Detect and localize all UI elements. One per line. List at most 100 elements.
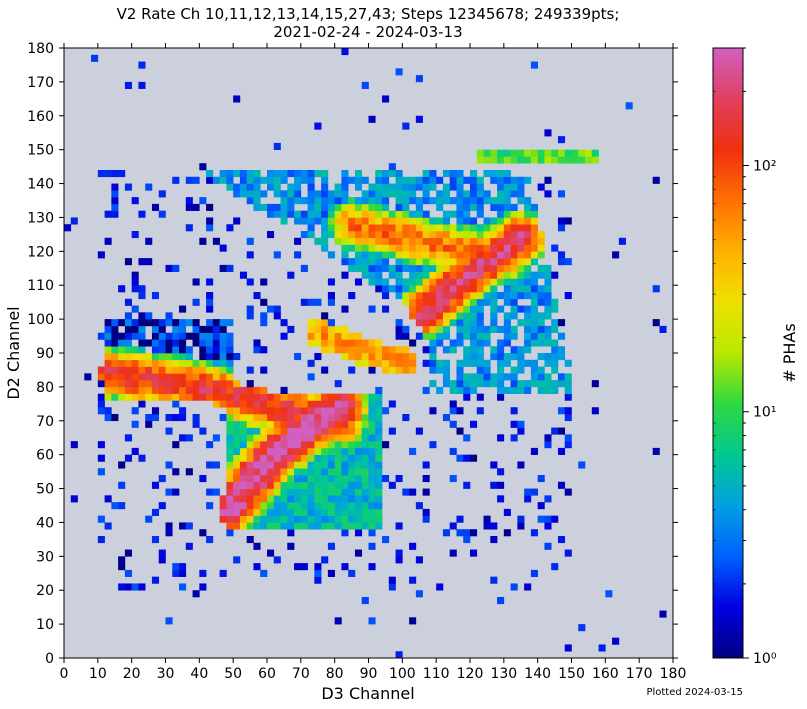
heatmap-cell bbox=[517, 156, 525, 164]
heatmap-cell bbox=[449, 305, 457, 313]
heatmap-cell bbox=[524, 237, 532, 245]
heatmap-cell bbox=[158, 190, 166, 198]
heatmap-cell bbox=[530, 251, 538, 259]
heatmap-cell bbox=[300, 231, 308, 239]
heatmap-cell bbox=[321, 346, 329, 354]
heatmap-cell bbox=[490, 203, 498, 211]
heatmap-cell bbox=[111, 325, 119, 333]
heatmap-cell bbox=[260, 407, 268, 415]
heatmap-cell bbox=[368, 278, 376, 286]
heatmap-cell bbox=[510, 156, 518, 164]
heatmap-cell bbox=[490, 353, 498, 361]
heatmap-cell bbox=[334, 434, 342, 442]
heatmap-cell bbox=[192, 319, 200, 327]
heatmap-cell bbox=[206, 488, 214, 496]
heatmap-cell bbox=[449, 258, 457, 266]
heatmap-cell bbox=[368, 508, 376, 516]
heatmap-cell bbox=[239, 393, 247, 401]
heatmap-cell bbox=[260, 312, 268, 320]
heatmap-cell bbox=[409, 244, 417, 252]
heatmap-cell bbox=[510, 264, 518, 272]
heatmap-cell bbox=[476, 156, 484, 164]
heatmap-cell bbox=[382, 353, 390, 361]
heatmap-cell bbox=[341, 475, 349, 483]
heatmap-cell bbox=[463, 197, 471, 205]
heatmap-cell bbox=[273, 475, 281, 483]
heatmap-cell bbox=[138, 386, 146, 394]
heatmap-cell bbox=[300, 522, 308, 530]
heatmap-cell bbox=[375, 393, 383, 401]
heatmap-cell bbox=[442, 224, 450, 232]
heatmap-cell bbox=[368, 339, 376, 347]
heatmap-cell bbox=[280, 217, 288, 225]
heatmap-cell bbox=[165, 366, 173, 374]
heatmap-cell bbox=[402, 332, 410, 340]
heatmap-cell bbox=[239, 414, 247, 422]
heatmap-cell bbox=[422, 325, 430, 333]
heatmap-cell bbox=[510, 373, 518, 381]
heatmap-cell bbox=[172, 380, 180, 388]
heatmap-cell bbox=[97, 373, 105, 381]
heatmap-cell bbox=[456, 176, 464, 184]
heatmap-cell bbox=[280, 197, 288, 205]
heatmap-cell bbox=[321, 441, 329, 449]
heatmap-cell bbox=[375, 441, 383, 449]
heatmap-cell bbox=[314, 427, 322, 435]
heatmap-cell bbox=[267, 210, 275, 218]
heatmap-cell bbox=[348, 203, 356, 211]
heatmap-cell bbox=[348, 441, 356, 449]
heatmap-cell bbox=[463, 393, 471, 401]
heatmap-cell bbox=[551, 427, 559, 435]
heatmap-cell bbox=[226, 502, 234, 510]
heatmap-cell bbox=[145, 339, 153, 347]
heatmap-cell bbox=[456, 271, 464, 279]
heatmap-cell bbox=[456, 237, 464, 245]
heatmap-cell bbox=[415, 258, 423, 266]
heatmap-cell bbox=[476, 176, 484, 184]
heatmap-cell bbox=[503, 325, 511, 333]
heatmap-cell bbox=[463, 353, 471, 361]
heatmap-cell bbox=[530, 305, 538, 313]
heatmap-cell bbox=[151, 380, 160, 388]
heatmap-cell bbox=[557, 346, 566, 354]
heatmap-cell bbox=[530, 285, 538, 293]
heatmap-cell bbox=[530, 319, 538, 327]
heatmap-cell bbox=[287, 427, 295, 435]
heatmap-cell bbox=[307, 515, 315, 523]
heatmap-cell bbox=[415, 244, 423, 252]
heatmap-cell bbox=[158, 366, 166, 374]
heatmap-cell bbox=[321, 515, 329, 523]
heatmap-cell bbox=[172, 264, 180, 272]
heatmap-cell bbox=[530, 149, 538, 157]
heatmap-cell bbox=[321, 400, 329, 408]
heatmap-cell bbox=[145, 414, 153, 422]
heatmap-cell bbox=[321, 339, 329, 347]
heatmap-cell bbox=[327, 217, 335, 225]
heatmap-cell bbox=[388, 353, 396, 361]
heatmap-cell bbox=[124, 325, 132, 333]
heatmap-cell bbox=[402, 298, 410, 306]
heatmap-cell bbox=[354, 278, 363, 286]
heatmap-cell bbox=[395, 475, 403, 483]
heatmap-cell bbox=[490, 576, 498, 584]
heatmap-cell bbox=[307, 183, 315, 191]
heatmap-cell bbox=[551, 156, 559, 164]
heatmap-cell bbox=[314, 407, 322, 415]
heatmap-cell bbox=[463, 271, 471, 279]
heatmap-cell bbox=[456, 224, 464, 232]
heatmap-cell bbox=[124, 393, 132, 401]
heatmap-cell bbox=[375, 258, 383, 266]
heatmap-cell bbox=[253, 475, 261, 483]
heatmap-cell bbox=[517, 319, 525, 327]
heatmap-cell bbox=[131, 420, 139, 428]
y-tick-label: 70 bbox=[36, 414, 54, 430]
heatmap-cell bbox=[476, 183, 484, 191]
y-axis: 0102030405060708090100110120130140150160… bbox=[27, 41, 678, 667]
heatmap-cell bbox=[510, 217, 518, 225]
heatmap-cell bbox=[503, 264, 511, 272]
heatmap-cell bbox=[361, 502, 369, 510]
heatmap-cell bbox=[456, 210, 464, 218]
heatmap-cell bbox=[537, 183, 545, 191]
heatmap-cell bbox=[564, 549, 572, 557]
heatmap-cell bbox=[287, 190, 295, 198]
